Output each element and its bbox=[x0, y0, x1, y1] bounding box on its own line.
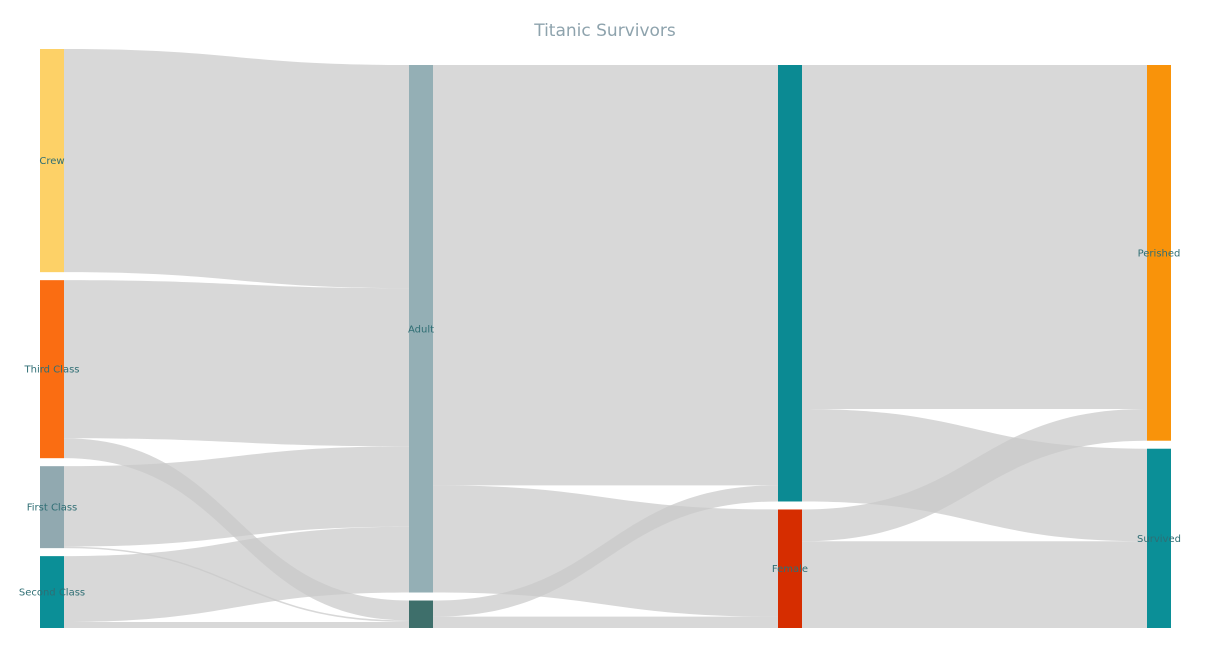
labels-layer: Crew Third Class First Class Second Class Ad… bbox=[19, 156, 1181, 598]
sankey-link-third-to-adult[interactable] bbox=[64, 280, 409, 447]
sankey-link-second-to-child[interactable] bbox=[64, 621, 409, 628]
sankey-node-label-second: Second Class bbox=[19, 588, 85, 599]
sankey-node-label-survived: Survived bbox=[1137, 534, 1181, 545]
sankey-node-label-first: First Class bbox=[27, 503, 78, 514]
sankey-node-label-third: Third Class bbox=[24, 365, 80, 376]
sankey-node-female[interactable] bbox=[778, 509, 802, 628]
sankey-node-label-perished: Perished bbox=[1138, 248, 1181, 259]
sankey-link-child-to-female[interactable] bbox=[433, 616, 778, 628]
sankey-link-first-to-adult[interactable] bbox=[64, 446, 409, 547]
sankey-link-second-to-adult[interactable] bbox=[64, 526, 409, 622]
sankey-link-female-to-perished[interactable] bbox=[802, 408, 1147, 542]
sankey-node-adult[interactable] bbox=[409, 65, 433, 593]
sankey-link-male-to-perished[interactable] bbox=[802, 65, 1147, 409]
sankey-node-label-female: Female bbox=[772, 564, 808, 575]
sankey-link-female-to-survived[interactable] bbox=[802, 541, 1147, 628]
sankey-link-adult-to-male[interactable] bbox=[433, 65, 778, 486]
sankey-node-child[interactable] bbox=[409, 600, 433, 628]
sankey-node-third[interactable] bbox=[40, 280, 64, 459]
sankey-node-second[interactable] bbox=[40, 556, 64, 628]
sankey-node-perished[interactable] bbox=[1147, 65, 1171, 441]
sankey-node-crew[interactable] bbox=[40, 49, 64, 273]
links-layer bbox=[64, 49, 1147, 628]
chart-title: Titanic Survivors bbox=[533, 21, 676, 41]
sankey-node-survived[interactable] bbox=[1147, 448, 1171, 628]
sankey-node-first[interactable] bbox=[40, 466, 64, 549]
sankey-node-label-adult: Adult bbox=[408, 324, 434, 335]
sankey-link-crew-to-adult[interactable] bbox=[64, 49, 409, 289]
nodes-layer bbox=[40, 49, 1171, 628]
sankey-node-male[interactable] bbox=[778, 65, 802, 502]
sankey-node-label-crew: Crew bbox=[39, 156, 64, 167]
sankey-link-child-to-male[interactable] bbox=[433, 485, 778, 617]
